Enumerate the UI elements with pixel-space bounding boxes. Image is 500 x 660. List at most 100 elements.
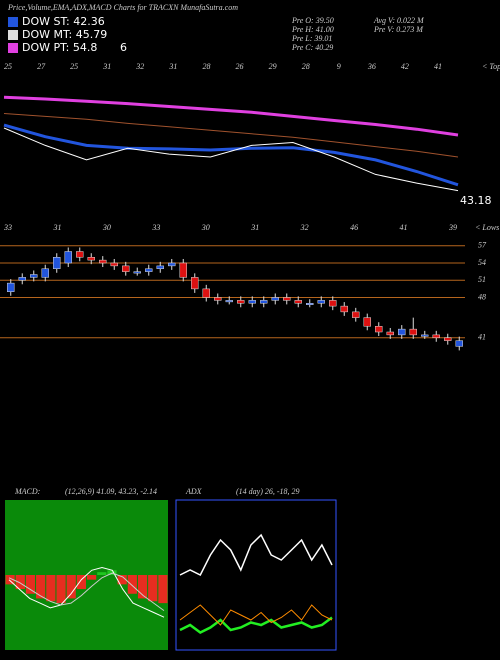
series-line <box>179 604 333 626</box>
low-label: 30 <box>102 223 111 232</box>
y-tick-label: 51 <box>478 275 486 284</box>
panel-title: ADX <box>185 487 203 496</box>
top-label: 41 <box>434 62 442 71</box>
candle-body <box>260 300 268 304</box>
series-line <box>8 566 165 618</box>
candle-body <box>271 297 279 301</box>
series-line <box>3 95 459 137</box>
top-label: 25 <box>4 62 12 71</box>
legend-label: DOW MT: 45.79 <box>22 28 107 41</box>
candle-body <box>225 300 233 303</box>
candle-body <box>133 271 141 274</box>
low-label: 31 <box>52 223 61 232</box>
histogram-bar <box>66 575 76 599</box>
series-line <box>3 113 459 158</box>
candle-body <box>110 262 118 267</box>
y-tick-label: 54 <box>478 258 486 267</box>
candle-body <box>99 259 107 264</box>
top-label: 36 <box>367 62 376 71</box>
candle-body <box>76 251 84 258</box>
histogram-bar <box>97 572 107 575</box>
candle-body <box>156 265 164 269</box>
low-label: 46 <box>350 223 358 232</box>
top-label: 27 <box>37 62 46 71</box>
top-label: 26 <box>236 62 244 71</box>
legend-label: DOW ST: 42.36 <box>22 15 105 28</box>
low-label: 41 <box>400 223 408 232</box>
candle-body <box>41 268 49 278</box>
price-info: Pre L: 39.01 <box>291 34 332 43</box>
legend-note: 6 <box>120 41 127 54</box>
low-note: < Lows <box>475 223 499 232</box>
histogram-bar <box>15 575 25 590</box>
top-label: 29 <box>269 62 277 71</box>
price-info: Avg V: 0.022 M <box>373 16 425 25</box>
candle-body <box>294 300 302 304</box>
histogram-bar <box>107 570 117 575</box>
candle-body <box>317 300 325 304</box>
series-line <box>8 572 165 612</box>
candle-body <box>352 311 360 318</box>
candle-body <box>122 265 130 272</box>
candle-body <box>7 282 15 292</box>
candle-body <box>421 334 429 337</box>
price-info: Pre H: 41.00 <box>291 25 334 34</box>
candle-body <box>409 328 417 336</box>
legend-swatch <box>8 30 18 40</box>
histogram-bar <box>87 575 97 580</box>
page-title: Price,Volume,EMA,ADX,MACD Charts for TRA… <box>7 3 238 12</box>
low-label: 31 <box>250 223 259 232</box>
candle-body <box>179 262 187 278</box>
series-line <box>179 533 333 576</box>
y-tick-label: 48 <box>478 292 486 301</box>
candle-body <box>53 257 61 269</box>
panel-subtitle: (14 day) 26, -18, 29 <box>236 487 300 496</box>
candle-body <box>145 268 153 272</box>
price-info: Pre V: 0.273 M <box>373 25 424 34</box>
candle-body <box>30 274 38 278</box>
top-label: 9 <box>337 62 341 71</box>
histogram-bar <box>46 575 56 602</box>
histogram-bar <box>25 575 36 594</box>
price-info: Pre O: 39.50 <box>291 16 334 25</box>
panel-title: MACD: <box>14 487 41 496</box>
candle-body <box>444 337 452 341</box>
top-note: < Tops <box>482 62 500 71</box>
series-line <box>3 127 459 192</box>
candle-body <box>87 257 95 261</box>
top-label: 28 <box>202 62 210 71</box>
top-label: 32 <box>135 62 144 71</box>
candle-body <box>214 297 222 301</box>
candle-body <box>283 297 291 301</box>
top-label: 31 <box>102 62 111 71</box>
candle-body <box>363 317 371 327</box>
candle-body <box>168 262 176 267</box>
top-label: 42 <box>401 62 409 71</box>
candle-body <box>340 305 348 313</box>
histogram-bar <box>117 575 127 585</box>
candle-body <box>398 328 406 336</box>
low-label: 32 <box>300 223 309 232</box>
price-info: Pre C: 40.29 <box>291 43 333 52</box>
candle-body <box>455 340 463 347</box>
y-tick-label: 41 <box>478 333 486 342</box>
series-line <box>3 123 459 187</box>
candle-body <box>386 331 394 336</box>
low-label: 30 <box>201 223 210 232</box>
candle-body <box>329 300 337 307</box>
top-label: 28 <box>302 62 310 71</box>
panel-subtitle: (12,26,9) 41.09, 43.23, -2.14 <box>65 487 157 496</box>
candle-body <box>375 326 383 333</box>
candle-body <box>191 277 199 290</box>
series-line <box>179 616 333 634</box>
histogram-bar <box>76 575 86 590</box>
low-label: 39 <box>448 223 457 232</box>
histogram-bar <box>158 575 168 604</box>
candle-body <box>64 251 72 264</box>
candle-body <box>306 303 314 305</box>
candle-body <box>432 334 440 338</box>
low-label: 33 <box>3 223 12 232</box>
legend-swatch <box>8 43 18 53</box>
legend-label: DOW PT: 54.8 <box>22 41 97 54</box>
